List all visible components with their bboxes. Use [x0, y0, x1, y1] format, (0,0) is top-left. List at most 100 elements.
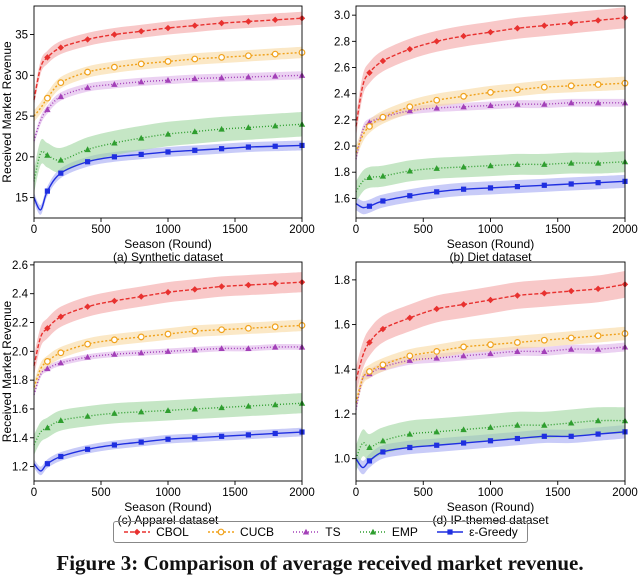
data-point-CBOL — [218, 283, 225, 290]
data-point-ε-Greedy — [595, 180, 601, 186]
data-point-ε-Greedy — [461, 440, 467, 446]
data-point-EMP — [111, 139, 118, 146]
y-tick-label: 1.2 — [334, 409, 350, 421]
y-tick-label: 2.4 — [334, 89, 351, 101]
data-point-CUCB — [137, 333, 145, 341]
figure-caption: Figure 3: Comparison of average received… — [56, 551, 584, 575]
data-point-CUCB — [44, 94, 51, 102]
legend-marker — [369, 528, 377, 535]
data-point-TS — [272, 343, 279, 350]
data-point-ε-Greedy — [380, 198, 386, 204]
x-axis-label: Season (Round) — [447, 500, 534, 514]
y-tick-label: 1.8 — [334, 167, 350, 179]
legend-swatch — [293, 528, 320, 535]
data-point-TS — [460, 103, 467, 110]
data-point-ε-Greedy — [219, 433, 225, 439]
data-point-TS — [406, 107, 413, 114]
data-point-CBOL — [57, 313, 64, 320]
data-point-CUCB — [110, 336, 118, 344]
data-point-ε-Greedy — [165, 436, 171, 442]
data-point-CUCB — [460, 92, 468, 100]
x-tick-label: 1500 — [545, 487, 571, 499]
data-point-ε-Greedy — [595, 431, 601, 437]
data-point-ε-Greedy — [192, 147, 198, 153]
data-point-CBOL — [272, 280, 279, 287]
data-point-EMP — [594, 159, 602, 166]
data-point-CUCB — [540, 83, 548, 91]
subplot-label: (b) Diet dataset — [449, 250, 532, 264]
confidence-band-EMP — [34, 112, 302, 194]
data-point-TS — [111, 81, 118, 87]
data-point-ε-Greedy — [541, 182, 547, 188]
data-point-ε-Greedy — [85, 446, 91, 452]
legend-label: TS — [325, 525, 341, 539]
data-point-TS — [272, 72, 279, 79]
x-tick-label: 500 — [91, 487, 110, 499]
data-point-ε-Greedy — [541, 433, 547, 439]
data-point-ε-Greedy — [434, 189, 440, 195]
y-tick-label: 2.0 — [12, 346, 28, 358]
x-axis-label: Season (Round) — [124, 237, 211, 251]
data-point-CBOL — [487, 296, 494, 304]
x-tick-label: 2000 — [289, 224, 315, 236]
data-point-TS — [111, 351, 118, 357]
data-point-CBOL — [541, 290, 548, 297]
data-point-TS — [164, 77, 172, 83]
data-point-TS — [138, 349, 145, 356]
subplot-3: 0 500 1000 1500 2000 1.2 1.4 1.6 1.8 2.0 2.2 2.4 2.6… — [0, 260, 315, 527]
y-tick-label: 1.8 — [12, 375, 28, 387]
data-point-CBOL — [433, 305, 440, 313]
data-point-ε-Greedy — [514, 183, 520, 190]
data-point-CUCB — [110, 63, 118, 71]
data-point-TS — [487, 350, 494, 357]
legend-marker — [217, 528, 225, 536]
data-point-CUCB — [406, 352, 414, 360]
data-point-TS — [218, 345, 225, 352]
data-point-ε-Greedy — [58, 453, 64, 460]
data-point-CUCB — [191, 327, 199, 335]
data-point-CUCB — [218, 53, 226, 61]
data-point-CUCB — [57, 349, 65, 357]
legend-swatch — [359, 528, 386, 535]
x-tick-label: 1500 — [545, 224, 571, 236]
confidence-band-TS — [356, 342, 625, 414]
data-point-TS — [460, 352, 467, 359]
data-point-EMP — [487, 424, 494, 430]
data-point-CBOL — [366, 69, 373, 76]
data-point-TS — [514, 348, 521, 354]
legend-label: ε-Greedy — [469, 525, 518, 539]
confidence-band-EMP — [34, 393, 302, 456]
data-point-EMP — [366, 174, 373, 180]
data-point-CUCB — [433, 347, 441, 355]
data-point-TS — [541, 100, 548, 107]
data-point-EMP — [191, 128, 198, 135]
data-point-ε-Greedy — [487, 185, 494, 191]
data-point-CUCB — [514, 339, 521, 346]
data-point-CBOL — [191, 22, 198, 29]
data-point-CBOL — [44, 325, 51, 332]
data-point-CUCB — [379, 361, 387, 369]
data-point-ε-Greedy — [461, 186, 467, 192]
data-point-ε-Greedy — [568, 433, 574, 439]
data-point-CUCB — [164, 330, 172, 338]
data-point-CUCB — [164, 58, 172, 65]
legend-item: CUCB — [207, 525, 274, 539]
data-point-TS — [245, 345, 252, 352]
data-point-TS — [245, 73, 252, 80]
data-point-CUCB — [366, 122, 373, 130]
data-point-CUCB — [460, 343, 468, 351]
data-point-CBOL — [406, 45, 413, 53]
data-point-TS — [406, 357, 413, 363]
x-tick-label: 500 — [414, 487, 433, 499]
data-point-CUCB — [271, 323, 279, 331]
legend-label: CUCB — [240, 525, 275, 539]
x-tick-label: 0 — [353, 224, 359, 236]
data-point-CBOL — [406, 314, 413, 322]
data-point-ε-Greedy — [366, 203, 373, 209]
y-tick-label: 3.0 — [334, 10, 350, 22]
x-tick-label: 2000 — [612, 224, 638, 236]
x-tick-label: 2000 — [612, 487, 638, 499]
data-point-CUCB — [379, 113, 387, 121]
y-tick-label: 15 — [15, 193, 28, 205]
data-point-ε-Greedy — [568, 181, 574, 187]
